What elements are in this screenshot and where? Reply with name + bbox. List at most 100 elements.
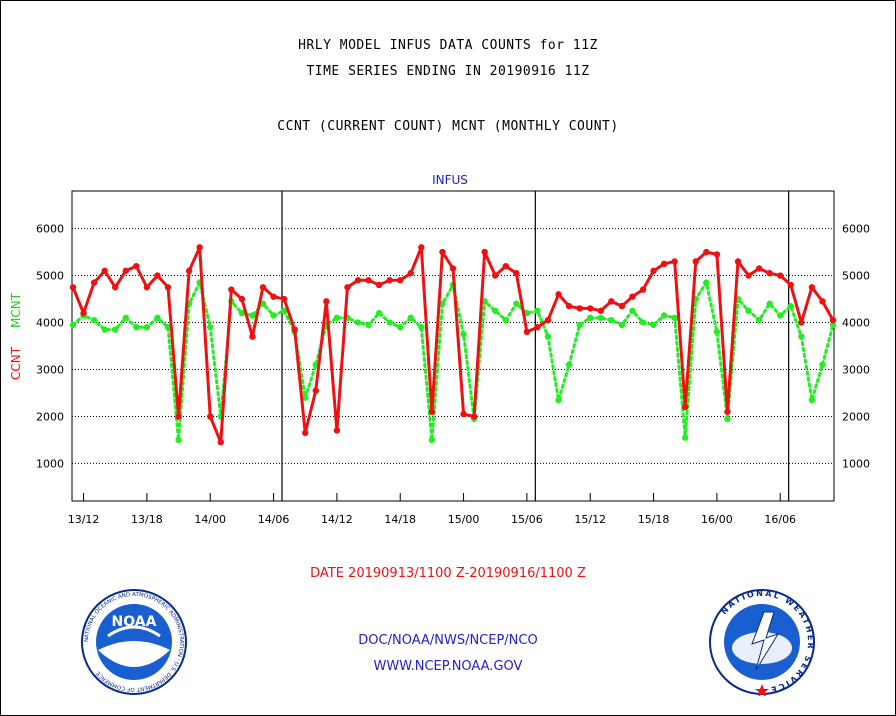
x-tick-label: 14/06 bbox=[258, 513, 290, 526]
y-tick-label-right: 6000 bbox=[842, 223, 870, 236]
data-point-ccnt bbox=[650, 267, 657, 275]
day-boundary-lines bbox=[281, 191, 790, 501]
x-tick-label: 14/12 bbox=[321, 513, 353, 526]
data-point-mcnt bbox=[502, 316, 509, 324]
data-point-mcnt bbox=[597, 314, 604, 322]
x-tick-label: 15/12 bbox=[574, 513, 606, 526]
data-point-ccnt bbox=[608, 298, 615, 305]
data-point-mcnt bbox=[513, 300, 520, 307]
data-point-ccnt bbox=[534, 324, 541, 331]
data-point-mcnt bbox=[280, 307, 288, 314]
x-tick-label: 15/18 bbox=[638, 513, 670, 526]
data-point-mcnt bbox=[90, 316, 98, 324]
data-point-ccnt bbox=[112, 284, 119, 291]
data-point-mcnt bbox=[386, 319, 393, 326]
data-point-ccnt bbox=[397, 277, 404, 284]
data-point-ccnt bbox=[175, 413, 182, 420]
series-ccnt bbox=[69, 244, 837, 446]
data-point-ccnt bbox=[143, 284, 151, 291]
data-point-ccnt bbox=[365, 277, 372, 284]
data-point-ccnt bbox=[291, 326, 298, 333]
data-point-ccnt bbox=[829, 316, 837, 324]
y-tick-label-right: 2000 bbox=[842, 410, 870, 423]
data-point-mcnt bbox=[270, 312, 277, 319]
data-point-ccnt bbox=[354, 277, 362, 284]
data-point-ccnt bbox=[270, 293, 277, 300]
data-point-ccnt bbox=[523, 328, 531, 336]
data-point-ccnt bbox=[597, 307, 604, 314]
x-tick-label: 13/12 bbox=[68, 513, 100, 526]
data-point-ccnt bbox=[703, 248, 710, 256]
data-point-ccnt bbox=[185, 267, 193, 275]
data-point-ccnt bbox=[618, 302, 626, 310]
data-point-ccnt bbox=[470, 413, 478, 420]
data-point-ccnt bbox=[513, 269, 520, 277]
chart-title-line1: HRLY MODEL INFUS DATA COUNTS for 11Z bbox=[298, 38, 598, 53]
data-point-ccnt bbox=[80, 309, 87, 317]
data-point-mcnt bbox=[164, 324, 172, 331]
data-point-mcnt bbox=[671, 314, 678, 322]
data-point-mcnt bbox=[544, 333, 552, 340]
data-point-mcnt bbox=[703, 279, 710, 286]
y-axis-ticks: 1000 1000 2000 2000 3000 3000 4000 4000 5000 5000… bbox=[36, 223, 870, 471]
data-point-mcnt bbox=[660, 312, 668, 319]
data-point-ccnt bbox=[439, 248, 446, 256]
noaa-logo: NOAA NATIONAL OCEANIC AND ATMOSPHERIC AD… bbox=[81, 589, 187, 695]
data-point-ccnt bbox=[492, 272, 499, 279]
data-point-ccnt bbox=[154, 272, 161, 279]
x-tick-label: 15/06 bbox=[511, 513, 543, 526]
plot-border bbox=[71, 190, 835, 502]
y-tick-label-left: 1000 bbox=[36, 457, 64, 470]
data-point-mcnt bbox=[819, 361, 826, 368]
data-point-mcnt bbox=[69, 321, 77, 329]
data-point-ccnt bbox=[682, 403, 689, 411]
data-point-mcnt bbox=[101, 326, 108, 333]
data-point-mcnt bbox=[365, 321, 372, 329]
data-point-ccnt bbox=[418, 244, 425, 251]
y-tick-label-right: 3000 bbox=[842, 363, 870, 376]
data-point-ccnt bbox=[576, 305, 583, 312]
y-tick-label-left: 4000 bbox=[36, 317, 64, 330]
data-point-ccnt bbox=[481, 248, 488, 256]
data-point-ccnt bbox=[375, 281, 383, 289]
data-point-ccnt bbox=[249, 333, 256, 340]
data-point-ccnt bbox=[133, 262, 140, 270]
data-point-mcnt bbox=[787, 302, 794, 310]
data-point-ccnt bbox=[671, 258, 678, 265]
y-tick-label-right: 4000 bbox=[842, 317, 870, 330]
data-point-ccnt bbox=[90, 279, 98, 286]
data-point-ccnt bbox=[587, 305, 594, 312]
data-point-mcnt bbox=[249, 312, 256, 319]
data-point-ccnt bbox=[808, 284, 816, 291]
data-point-ccnt bbox=[407, 269, 414, 277]
data-point-mcnt bbox=[407, 314, 414, 322]
chart-subtitle: CCNT (CURRENT COUNT) MCNT (MONTHLY COUNT… bbox=[277, 119, 619, 134]
url-link[interactable]: WWW.NCEP.NOAA.GOV bbox=[373, 659, 523, 674]
data-point-mcnt bbox=[618, 321, 626, 329]
data-point-ccnt bbox=[428, 408, 436, 415]
data-point-mcnt bbox=[766, 300, 773, 307]
data-point-ccnt bbox=[819, 298, 826, 305]
data-point-mcnt bbox=[808, 396, 816, 404]
data-point-mcnt bbox=[565, 361, 573, 368]
data-point-ccnt bbox=[280, 295, 288, 303]
data-point-mcnt bbox=[555, 396, 562, 404]
data-point-mcnt bbox=[460, 331, 467, 338]
data-point-mcnt bbox=[175, 436, 182, 444]
data-point-mcnt bbox=[238, 309, 246, 317]
data-point-ccnt bbox=[734, 258, 742, 265]
data-point-mcnt bbox=[154, 314, 161, 322]
nws-logo: NATIONAL WEATHER SERVICE bbox=[709, 589, 815, 696]
x-tick-label: 13/18 bbox=[131, 513, 163, 526]
data-point-ccnt bbox=[629, 293, 636, 300]
data-point-mcnt bbox=[755, 316, 763, 324]
y-label-ccnt: CCNT bbox=[9, 346, 23, 380]
data-point-ccnt bbox=[196, 244, 203, 251]
panel-title: INFUS bbox=[432, 173, 468, 187]
data-point-ccnt bbox=[544, 316, 552, 324]
nws-star-icon bbox=[755, 684, 769, 696]
x-tick-label: 14/18 bbox=[384, 513, 416, 526]
data-point-ccnt bbox=[660, 260, 668, 268]
data-point-mcnt bbox=[650, 321, 657, 329]
data-point-ccnt bbox=[555, 291, 562, 298]
